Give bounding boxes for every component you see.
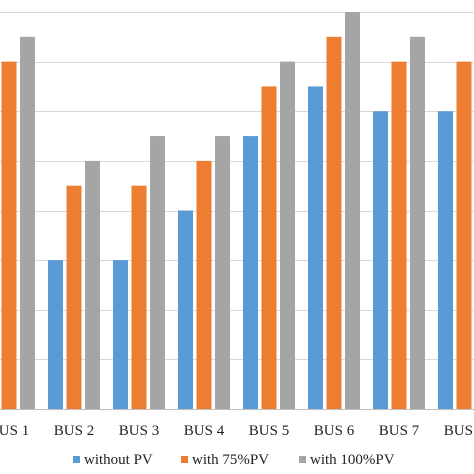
bar-bus8-series1	[438, 111, 453, 409]
bar-bus2-series1	[48, 260, 63, 409]
bar-bus6-series2	[326, 36, 342, 409]
bar-bus8-series2	[456, 61, 472, 409]
bar-bus3-series2	[131, 185, 147, 409]
bar-bus3-series1	[113, 260, 128, 409]
bar-bus7-series2	[391, 61, 407, 409]
bars	[1, 12, 472, 409]
legend: without PV with 75%PV with 100%PV	[73, 452, 395, 468]
x-tick-label: BUS 4	[184, 423, 225, 439]
x-tick-label: BUS 6	[314, 423, 355, 439]
x-tick-label: BUS 7	[379, 423, 420, 439]
legend-swatch	[181, 456, 188, 463]
x-tick-label: BUS 5	[249, 423, 289, 439]
x-tick-label: BUS 8	[444, 423, 474, 439]
bar-bus4-series3	[215, 136, 230, 409]
bar-bus2-series3	[85, 160, 100, 409]
x-tick-label: BUS 1	[0, 423, 29, 439]
legend-label: without PV	[84, 452, 153, 468]
bar-bus5-series1	[243, 136, 258, 409]
bar-bus4-series2	[196, 160, 212, 409]
bar-bus4-series1	[178, 210, 193, 409]
legend-label: with 75%PV	[192, 452, 269, 468]
legend-swatch	[299, 456, 306, 463]
bar-bus1-series2	[1, 61, 17, 409]
x-axis: BUS 1 BUS 2 BUS 3 BUS 4 BUS 5 BUS 6 BUS 7 BUS 8	[0, 423, 474, 439]
bar-bus2-series2	[66, 185, 82, 409]
bar-bus5-series2	[261, 86, 277, 409]
bar-bus7-series1	[373, 111, 388, 409]
x-tick-label: BUS 2	[54, 423, 94, 439]
bar-bus7-series3	[410, 36, 425, 409]
bar-bus6-series3	[345, 12, 360, 409]
bar-bus3-series3	[150, 136, 165, 409]
legend-label: with 100%PV	[310, 452, 395, 468]
bar-bus5-series3	[280, 61, 295, 409]
bar-bus6-series1	[308, 86, 323, 409]
x-tick-label: BUS 3	[119, 423, 159, 439]
legend-swatch	[73, 456, 80, 463]
bar-bus1-series3	[20, 36, 35, 409]
